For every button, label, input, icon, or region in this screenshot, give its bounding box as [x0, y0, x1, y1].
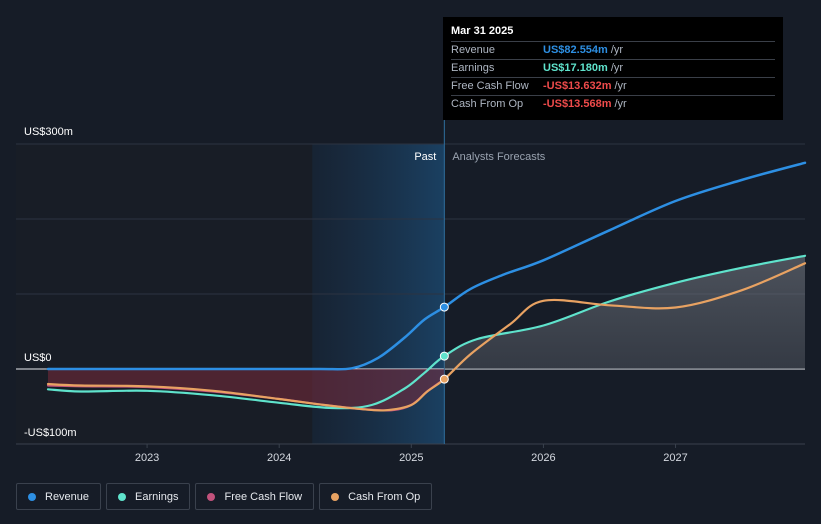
tooltip-row-earnings: Earnings US$17.180m /yr — [451, 59, 775, 77]
tooltip-label: Earnings — [451, 62, 495, 74]
x-tick-label: 2026 — [531, 452, 555, 464]
tooltip-date: Mar 31 2025 — [451, 25, 514, 37]
earnings-forecast-area — [444, 255, 805, 369]
legend-item-revenue[interactable]: Revenue — [16, 483, 102, 510]
series-line-earnings — [46, 254, 807, 410]
x-tick-label: 2023 — [135, 452, 159, 464]
y-tick-label: US$0 — [24, 352, 52, 364]
tooltip-label: Revenue — [451, 44, 496, 56]
tooltip-unit: /yr — [614, 98, 627, 110]
series-lines — [46, 161, 807, 412]
series-line-cfo — [46, 262, 807, 412]
legend-dot-icon — [118, 492, 127, 501]
marker-cfo — [439, 374, 449, 384]
legend-label: Free Cash Flow — [224, 490, 303, 503]
legend-item-cash-from-op[interactable]: Cash From Op — [319, 483, 433, 510]
y-axis-ticks: US$300m US$0 -US$100m — [24, 126, 77, 439]
tooltip-unit: /yr — [610, 44, 624, 56]
tooltip-value: US$82.554m — [543, 44, 608, 56]
tooltip: Mar 31 2025 Revenue US$82.554m /yr Earni… — [443, 17, 783, 120]
tooltip-label: Cash From Op — [451, 98, 524, 110]
legend-label: Cash From Op — [348, 490, 421, 503]
legend-dot-icon — [28, 492, 36, 501]
tooltip-row-cfo: Cash From Op -US$13.568m /yr — [451, 95, 775, 113]
legend-label: Revenue — [45, 490, 90, 503]
x-tick-label: 2024 — [267, 452, 291, 464]
fcf-area — [48, 369, 445, 411]
tooltip-value: -US$13.632m — [543, 80, 612, 92]
x-axis-ticks: 2023 2024 2025 2026 2027 — [135, 444, 688, 464]
y-tick-label: US$300m — [24, 126, 73, 138]
zone-forecast-label: Analysts Forecasts — [452, 151, 545, 163]
tooltip-markers — [439, 302, 449, 384]
legend-label: Earnings — [135, 490, 179, 503]
tooltip-unit: /yr — [614, 80, 627, 92]
tooltip-row-revenue: Revenue US$82.554m /yr — [451, 41, 775, 59]
tooltip-value: -US$13.568m — [543, 98, 612, 110]
area-fills — [48, 255, 805, 411]
legend-item-earnings[interactable]: Earnings — [106, 483, 191, 510]
marker-earnings — [439, 351, 449, 361]
series-line-revenue — [46, 161, 807, 371]
tooltip-row-fcf: Free Cash Flow -US$13.632m /yr — [451, 77, 775, 95]
marker-revenue — [439, 302, 449, 312]
tooltip-value: US$17.180m — [543, 62, 608, 74]
zone-past-label: Past — [414, 151, 436, 163]
x-tick-label: 2027 — [663, 452, 687, 464]
legend-item-free-cash-flow[interactable]: Free Cash Flow — [195, 483, 315, 510]
tooltip-unit: /yr — [610, 62, 624, 74]
y-tick-label: -US$100m — [24, 427, 77, 439]
legend: Revenue Earnings Free Cash Flow Cash Fro… — [16, 483, 433, 510]
x-tick-label: 2025 — [399, 452, 423, 464]
legend-dot-icon — [207, 492, 216, 501]
tooltip-label: Free Cash Flow — [451, 80, 529, 92]
legend-dot-icon — [331, 492, 340, 501]
